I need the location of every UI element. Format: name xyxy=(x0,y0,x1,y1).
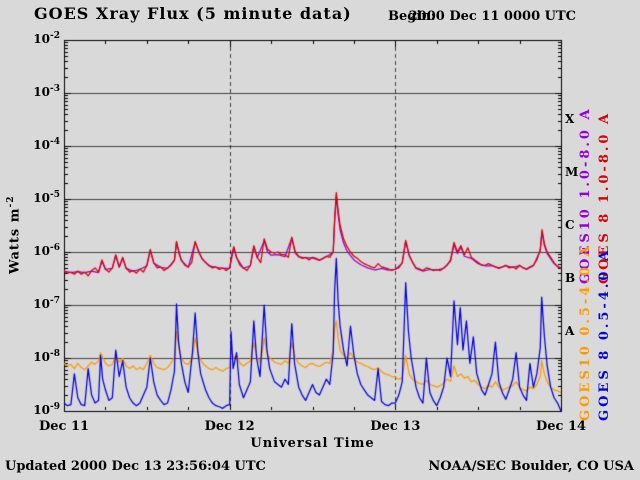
x-tick-label: Dec 14 xyxy=(535,419,587,434)
y-tick-label: 10-8 xyxy=(24,349,60,364)
y-tick-base: 10 xyxy=(33,297,50,311)
y-tick-label: 10-9 xyxy=(24,402,60,417)
flare-class-letter: M xyxy=(565,164,579,179)
y-tick-label: 10-6 xyxy=(24,243,60,258)
y-tick-label: 10-7 xyxy=(24,296,60,311)
y-tick-exponent: -2 xyxy=(50,31,60,41)
y-tick-exponent: -8 xyxy=(50,349,60,359)
legend-goes10-short-label: GOES10 0.5-4.0 A xyxy=(578,243,593,421)
flare-class-letter: A xyxy=(565,323,575,338)
y-tick-exponent: -4 xyxy=(50,137,60,147)
updated-timestamp: Updated 2000 Dec 13 23:56:04 UTC xyxy=(5,459,266,474)
y-axis-title: Watts m-2 xyxy=(6,195,22,274)
x-tick-label: Dec 12 xyxy=(204,419,255,434)
begin-label: Begin: xyxy=(388,9,436,24)
y-tick-base: 10 xyxy=(33,403,50,417)
x-tick-label: Dec 13 xyxy=(370,419,421,434)
y-tick-base: 10 xyxy=(33,350,50,364)
y-tick-label: 10-5 xyxy=(24,190,60,205)
y-tick-base: 10 xyxy=(33,244,50,258)
flare-class-letter: X xyxy=(565,111,575,126)
x-tick-label: Dec 11 xyxy=(38,419,90,434)
y-tick-label: 10-4 xyxy=(24,137,60,152)
y-tick-base: 10 xyxy=(33,32,50,46)
y-tick-exponent: -5 xyxy=(50,190,60,200)
y-tick-label: 10-3 xyxy=(24,84,60,99)
begin-value: 2000 Dec 11 0000 UTC xyxy=(408,9,576,24)
y-tick-exponent: -7 xyxy=(50,296,60,306)
legend-goes8-short-label: GOES 8 0.5-4.0 A xyxy=(597,247,612,421)
y-tick-base: 10 xyxy=(33,191,50,205)
flare-class-letter: B xyxy=(565,270,576,285)
y-tick-label: 10-2 xyxy=(24,31,60,46)
credit-text: NOAA/SEC Boulder, CO USA xyxy=(428,459,634,474)
y-axis-title-text: Watts m xyxy=(7,207,23,274)
y-tick-base: 10 xyxy=(33,85,50,99)
x-axis-title: Universal Time xyxy=(250,436,375,451)
y-axis-title-exponent: -2 xyxy=(6,195,16,208)
y-tick-base: 10 xyxy=(33,138,50,152)
y-tick-exponent: -3 xyxy=(50,84,60,94)
y-tick-exponent: -6 xyxy=(50,243,60,253)
y-tick-exponent: -9 xyxy=(50,402,60,412)
page-title: GOES Xray Flux (5 minute data) xyxy=(34,4,352,23)
flare-class-letter: C xyxy=(565,217,575,232)
